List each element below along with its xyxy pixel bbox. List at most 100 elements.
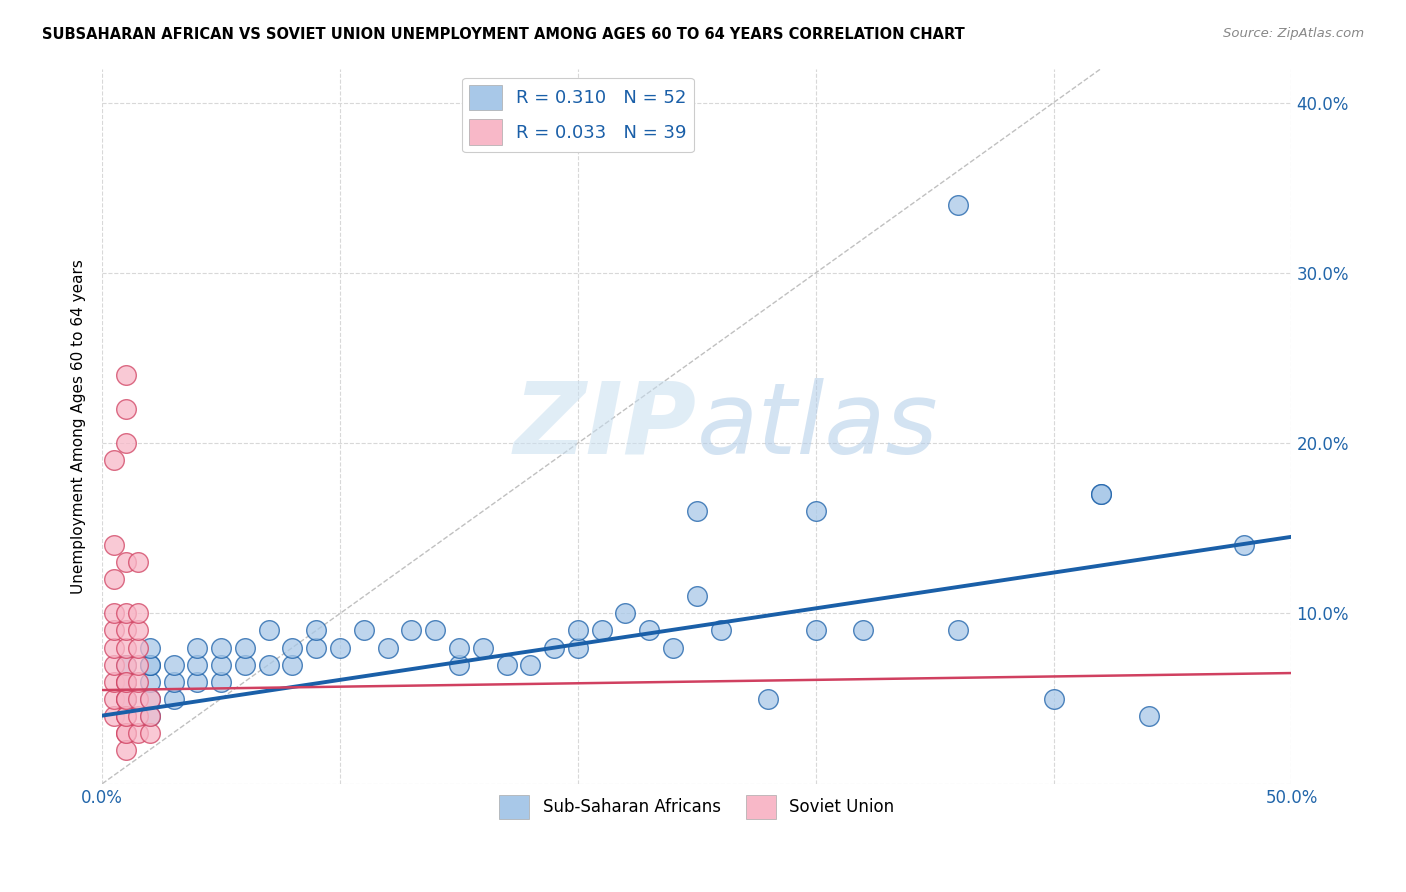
Point	[1233, 538, 1256, 552]
Point	[127, 691, 149, 706]
Point	[1090, 487, 1112, 501]
Point	[638, 624, 661, 638]
Point	[127, 708, 149, 723]
Point	[115, 368, 138, 382]
Point	[115, 674, 138, 689]
Point	[115, 402, 138, 417]
Point	[115, 691, 138, 706]
Point	[115, 624, 138, 638]
Point	[139, 657, 162, 672]
Point	[103, 624, 125, 638]
Point	[804, 504, 827, 518]
Point	[686, 504, 709, 518]
Point	[127, 555, 149, 569]
Point	[115, 691, 138, 706]
Point	[756, 691, 779, 706]
Point	[447, 657, 470, 672]
Point	[471, 640, 494, 655]
Point	[127, 607, 149, 621]
Point	[948, 624, 970, 638]
Text: atlas: atlas	[697, 377, 938, 475]
Point	[281, 657, 304, 672]
Point	[139, 708, 162, 723]
Point	[115, 691, 138, 706]
Point	[115, 742, 138, 756]
Point	[139, 657, 162, 672]
Point	[162, 674, 184, 689]
Point	[710, 624, 733, 638]
Point	[519, 657, 541, 672]
Point	[591, 624, 613, 638]
Point	[103, 538, 125, 552]
Point	[103, 607, 125, 621]
Point	[139, 674, 162, 689]
Point	[103, 674, 125, 689]
Point	[401, 624, 423, 638]
Point	[139, 691, 162, 706]
Point	[804, 624, 827, 638]
Point	[257, 624, 280, 638]
Point	[127, 657, 149, 672]
Point	[425, 624, 447, 638]
Point	[305, 640, 328, 655]
Point	[209, 640, 232, 655]
Point	[115, 436, 138, 450]
Point	[353, 624, 375, 638]
Point	[162, 691, 184, 706]
Point	[257, 657, 280, 672]
Point	[662, 640, 685, 655]
Point	[127, 640, 149, 655]
Point	[162, 657, 184, 672]
Point	[103, 657, 125, 672]
Y-axis label: Unemployment Among Ages 60 to 64 years: Unemployment Among Ages 60 to 64 years	[72, 259, 86, 593]
Point	[186, 674, 208, 689]
Point	[305, 624, 328, 638]
Text: Source: ZipAtlas.com: Source: ZipAtlas.com	[1223, 27, 1364, 40]
Point	[115, 674, 138, 689]
Point	[209, 674, 232, 689]
Point	[127, 624, 149, 638]
Point	[115, 725, 138, 739]
Point	[209, 657, 232, 672]
Point	[686, 590, 709, 604]
Point	[614, 607, 637, 621]
Point	[281, 640, 304, 655]
Point	[948, 198, 970, 212]
Point	[139, 640, 162, 655]
Point	[103, 691, 125, 706]
Point	[1137, 708, 1160, 723]
Point	[377, 640, 399, 655]
Point	[115, 674, 138, 689]
Point	[103, 573, 125, 587]
Point	[115, 725, 138, 739]
Point	[852, 624, 875, 638]
Point	[115, 657, 138, 672]
Point	[115, 555, 138, 569]
Point	[186, 640, 208, 655]
Text: ZIP: ZIP	[513, 377, 697, 475]
Point	[139, 708, 162, 723]
Point	[127, 725, 149, 739]
Point	[495, 657, 517, 672]
Point	[567, 640, 589, 655]
Point	[186, 657, 208, 672]
Point	[115, 708, 138, 723]
Point	[567, 624, 589, 638]
Point	[115, 607, 138, 621]
Point	[1090, 487, 1112, 501]
Legend: Sub-Saharan Africans, Soviet Union: Sub-Saharan Africans, Soviet Union	[492, 789, 901, 825]
Point	[233, 640, 256, 655]
Point	[1042, 691, 1064, 706]
Point	[543, 640, 565, 655]
Point	[115, 640, 138, 655]
Point	[115, 657, 138, 672]
Point	[139, 725, 162, 739]
Point	[233, 657, 256, 672]
Point	[103, 640, 125, 655]
Point	[103, 708, 125, 723]
Point	[329, 640, 352, 655]
Point	[447, 640, 470, 655]
Point	[127, 674, 149, 689]
Point	[103, 453, 125, 467]
Point	[115, 708, 138, 723]
